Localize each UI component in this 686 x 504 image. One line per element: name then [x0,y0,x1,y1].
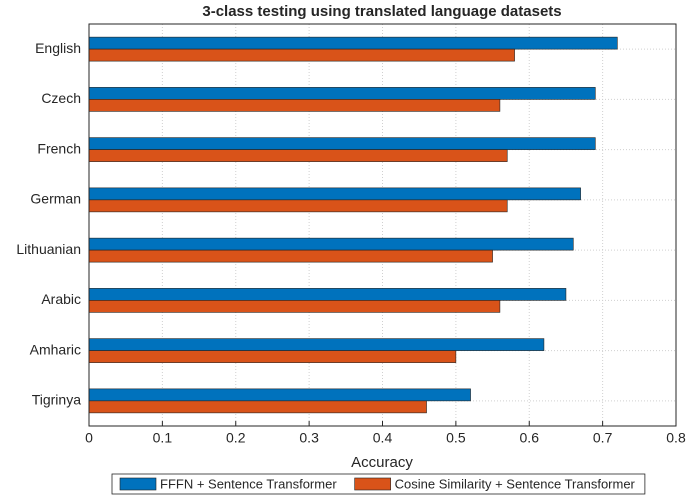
x-tick-label: 0.2 [226,430,246,446]
bar [88,137,596,150]
y-tick-label: Lithuanian [16,241,81,257]
legend-label: FFFN + Sentence Transformer [160,476,337,491]
x-tick-label: 0.8 [666,430,686,446]
bar [88,288,567,301]
x-tick-label: 0.3 [299,430,319,446]
y-tick-label: Tigrinya [32,392,81,408]
legend-box [111,473,646,495]
x-tick-label: 0.7 [593,430,613,446]
bar [88,36,618,50]
bar [88,388,471,402]
chart-title: 3-class testing using translated languag… [202,3,561,20]
x-tick-label: 0.1 [153,430,173,446]
bar [88,149,508,162]
legend-label: Cosine Similarity + Sentence Transformer [395,476,636,491]
bar [88,237,574,251]
bar [88,249,493,263]
bar [88,87,596,100]
y-tick-label: English [35,40,81,56]
bar [88,199,508,213]
y-tick-label: German [30,191,81,207]
plot-frame [88,23,677,427]
bar [88,48,515,62]
x-tick-label: 0.5 [446,430,466,446]
x-tick-label: 0.6 [520,430,540,446]
bar [88,338,545,351]
y-tick-label: Amharic [30,341,81,357]
y-tick-label: French [37,140,81,156]
x-tick-label: 0 [85,430,93,446]
legend-swatch [119,477,157,491]
bar [88,350,457,363]
bar [88,99,501,112]
legend-swatch [354,477,391,491]
y-tick-label: Czech [41,90,81,106]
bar [88,300,501,313]
x-tick-label: 0.4 [373,430,393,446]
y-tick-label: Arabic [41,291,81,307]
bar [88,400,427,414]
bar [88,187,581,201]
legend: FFFN + Sentence Transformer Cosine Simila… [111,473,646,495]
x-axis-label: Accuracy [351,454,413,471]
